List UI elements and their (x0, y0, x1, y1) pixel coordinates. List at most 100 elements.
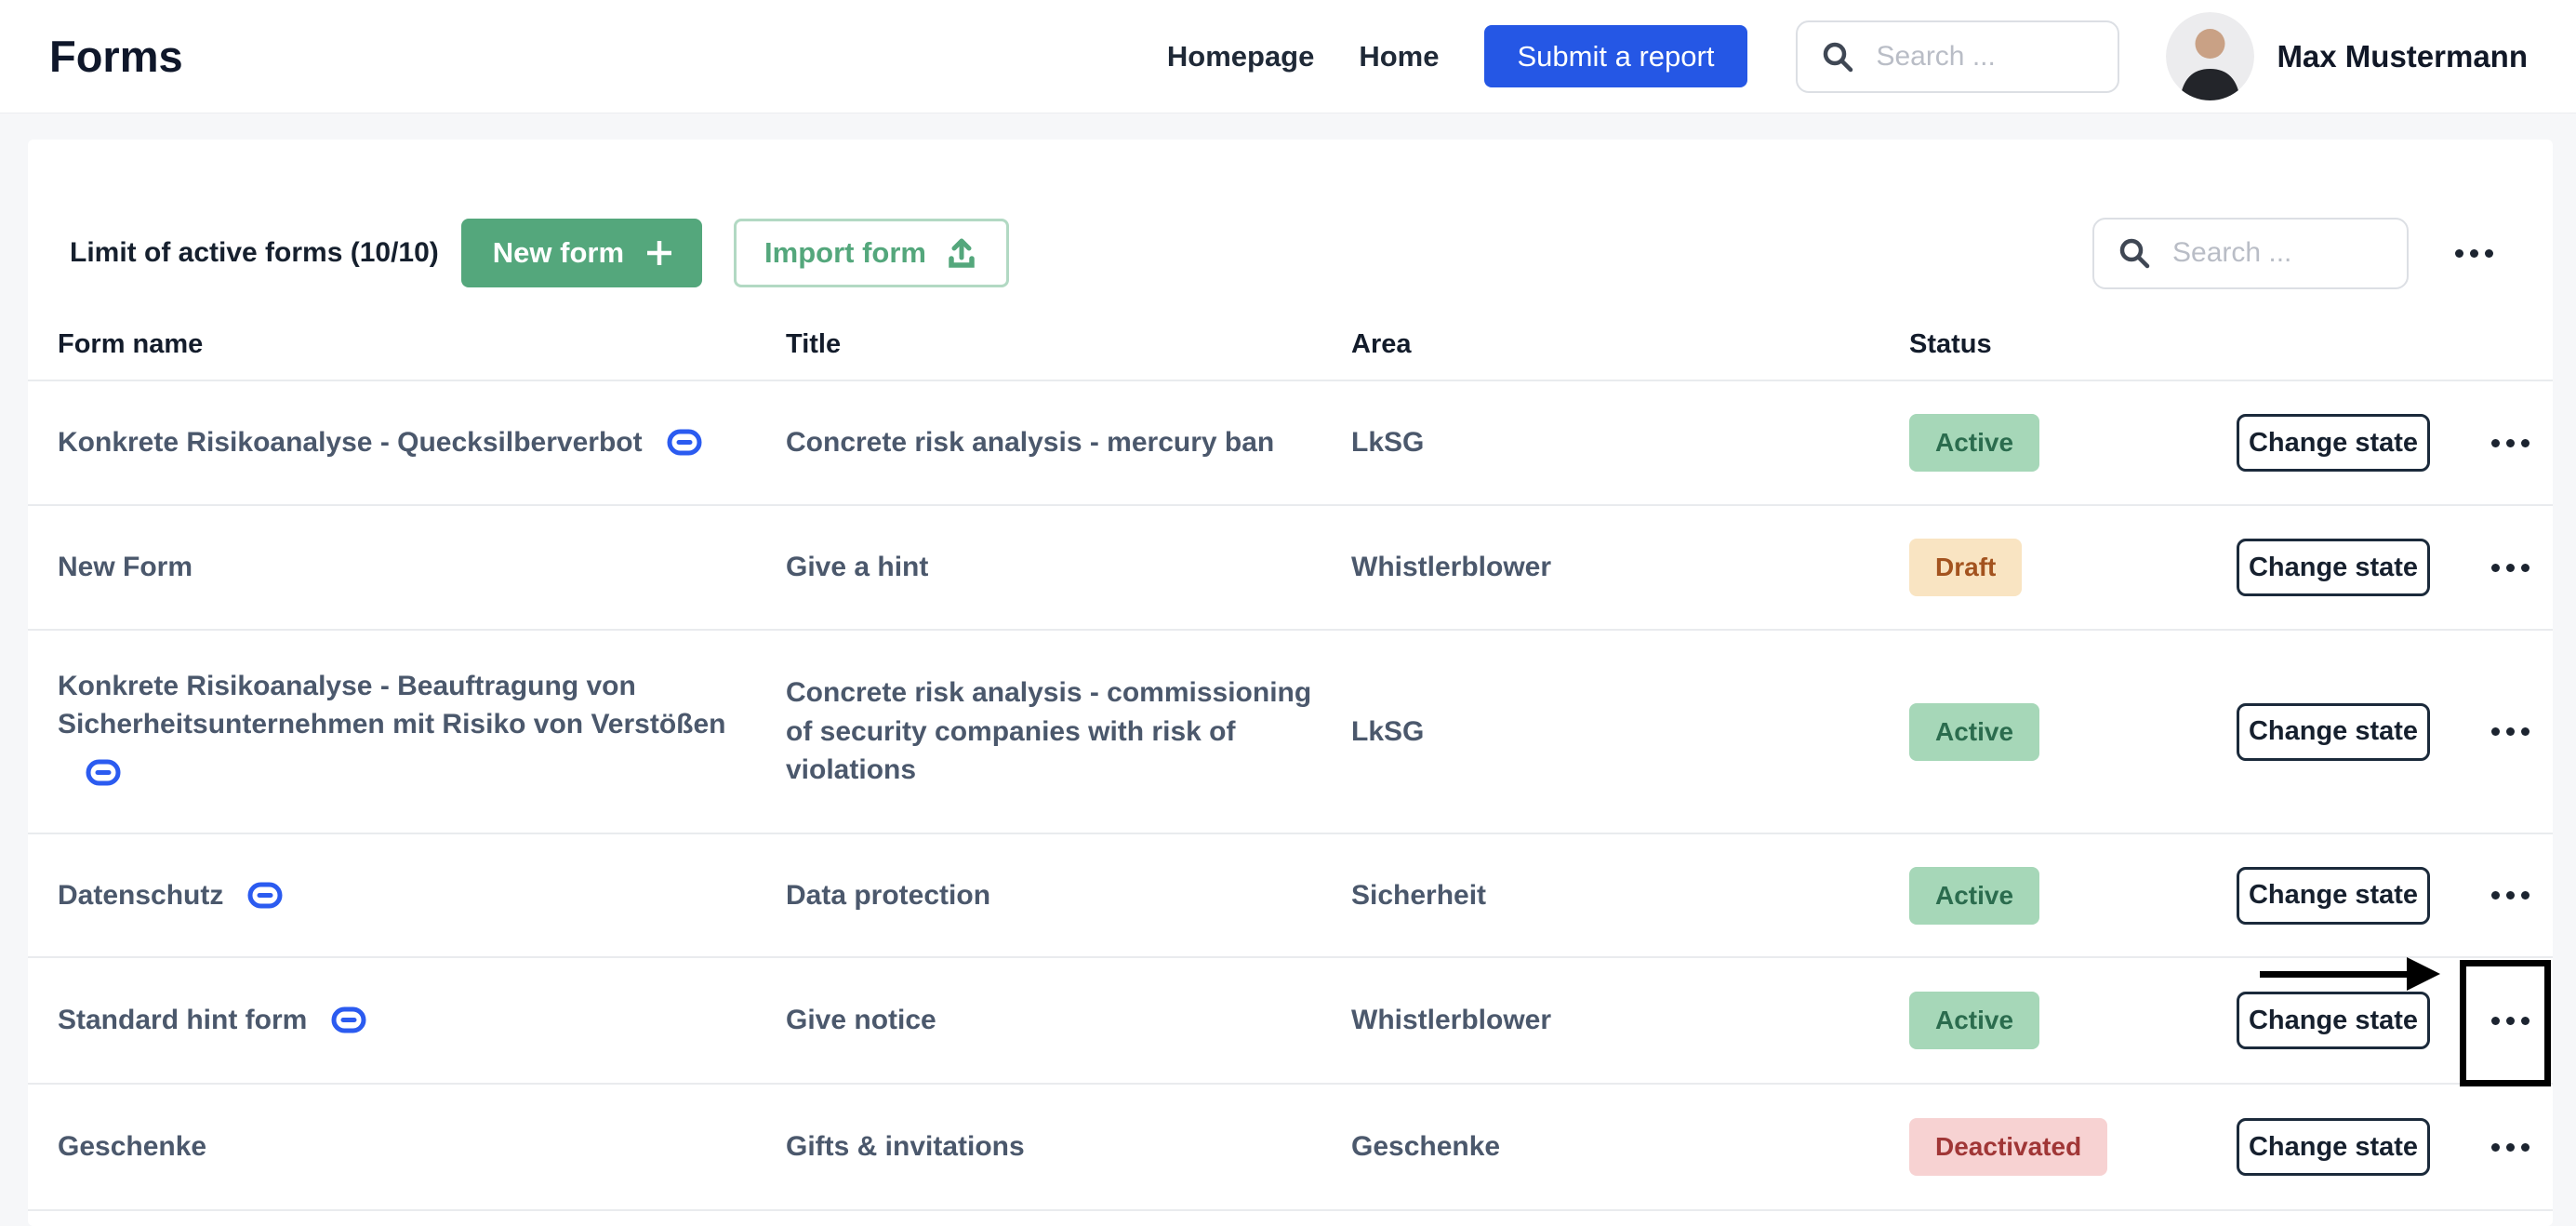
status-badge: Active (1909, 702, 2040, 761)
table-row: New Form Give a hint Whistlerblower Draf… (28, 506, 2553, 631)
status-badge: Active (1909, 866, 2040, 925)
status-badge: Active (1909, 992, 2040, 1049)
action-cell: Change state (2181, 414, 2446, 472)
row-menu-cell (2446, 1142, 2553, 1152)
table-row: Konkrete Risikoanalyse - Quecksilberverb… (28, 381, 2553, 506)
form-area: LkSG (1351, 427, 1425, 459)
form-name-cell: Konkrete Risikoanalyse - Quecksilberverb… (58, 423, 786, 461)
form-name-cell: Datenschutz (58, 876, 786, 914)
form-name: Konkrete Risikoanalyse - Quecksilberverb… (58, 427, 643, 459)
top-header: Forms Homepage Home Submit a report Max … (0, 0, 2576, 113)
form-name: Standard hint form (58, 1005, 308, 1036)
form-name-cell: Geschenke (58, 1127, 786, 1166)
status-cell: Active (1909, 702, 2181, 761)
nav-link-homepage[interactable]: Homepage (1166, 39, 1315, 73)
table-row: Datenschutz Data protection Sicherheit A… (28, 834, 2553, 958)
status-cell: Active (1909, 414, 2181, 472)
form-area: Geschenke (1351, 1131, 1501, 1163)
row-menu-cell (2446, 1016, 2553, 1025)
forms-card: Limit of active forms (10/10) New form I… (28, 140, 2553, 1226)
form-area: Whistlerblower (1351, 552, 1552, 583)
row-menu-cell (2446, 727, 2553, 736)
change-state-button[interactable]: Change state (2237, 1118, 2430, 1176)
annotation-arrow-line (2260, 971, 2409, 978)
row-menu-icon[interactable] (2489, 1016, 2533, 1025)
action-cell: Change state (2181, 1118, 2446, 1176)
column-header-area: Area (1351, 329, 1412, 359)
annotation-arrow-head (2407, 957, 2440, 991)
form-title: Give a hint (786, 552, 929, 583)
avatar[interactable] (2166, 12, 2255, 100)
table-header-row: Form name Title Area Status (28, 287, 2553, 381)
status-badge: Active (1909, 414, 2040, 472)
change-state-button[interactable]: Change state (2237, 992, 2430, 1049)
form-title: Gifts & invitations (786, 1131, 1025, 1163)
action-cell: Change state (2181, 702, 2446, 761)
form-name: Datenschutz (58, 879, 224, 911)
import-form-button[interactable]: Import form (734, 219, 1009, 287)
row-menu-icon[interactable] (2489, 438, 2533, 447)
table-menu-icon[interactable] (2451, 248, 2496, 258)
status-badge: Deactivated (1909, 1118, 2108, 1176)
search-icon (1824, 42, 1853, 72)
card-toolbar: Limit of active forms (10/10) New form I… (70, 140, 2502, 289)
submit-report-button[interactable]: Submit a report (1483, 25, 1748, 87)
status-cell: Draft (1909, 539, 2181, 596)
new-form-label: New form (492, 236, 625, 269)
row-menu-icon[interactable] (2489, 1142, 2533, 1152)
status-badge: Draft (1909, 539, 2023, 596)
form-title: Give notice (786, 1005, 936, 1036)
limit-label: Limit of active forms (10/10) (70, 237, 439, 268)
form-name-cell: Standard hint form (58, 1001, 786, 1039)
status-cell: Active (1909, 866, 2181, 925)
row-menu-icon[interactable] (2489, 727, 2533, 736)
form-area: LkSG (1351, 715, 1425, 747)
page-title: Forms (49, 32, 183, 81)
form-name-cell: New Form (58, 548, 786, 586)
column-header-form-name: Form name (58, 329, 204, 359)
change-state-button[interactable]: Change state (2237, 866, 2430, 925)
action-cell: Change state (2181, 866, 2446, 925)
form-area: Sicherheit (1351, 879, 1487, 911)
upload-icon (949, 238, 975, 268)
action-cell: Change state (2181, 539, 2446, 596)
nav-link-home[interactable]: Home (1359, 39, 1440, 73)
change-state-button[interactable]: Change state (2237, 539, 2430, 596)
form-area: Whistlerblower (1351, 1005, 1552, 1036)
plus-icon (647, 241, 672, 265)
row-menu-cell (2446, 563, 2553, 572)
action-cell: Change state (2181, 992, 2446, 1049)
row-menu-cell (2446, 438, 2553, 447)
annotation-highlight-box (2460, 960, 2551, 1086)
status-cell: Active (1909, 992, 2181, 1049)
change-state-button[interactable]: Change state (2237, 702, 2430, 761)
form-title: Data protection (786, 879, 991, 911)
row-menu-icon[interactable] (2489, 563, 2533, 572)
table-row: Konkrete Risikoanalyse - Beauftragung vo… (28, 631, 2553, 834)
table-search[interactable] (2092, 217, 2409, 289)
row-menu-cell (2446, 891, 2553, 900)
change-state-button[interactable]: Change state (2237, 414, 2430, 472)
form-name: Konkrete Risikoanalyse - Beauftragung vo… (58, 670, 726, 740)
table-search-input[interactable] (2171, 236, 2390, 270)
new-form-button[interactable]: New form (460, 219, 703, 287)
link-icon[interactable] (86, 759, 121, 786)
header-search[interactable] (1796, 20, 2120, 93)
form-title: Concrete risk analysis - commissioning o… (786, 677, 1312, 786)
header-right: Homepage Home Submit a report Max Muster… (1167, 12, 2528, 100)
form-title: Concrete risk analysis - mercury ban (786, 427, 1275, 459)
link-icon[interactable] (667, 429, 702, 456)
header-search-input[interactable] (1874, 39, 2102, 73)
table-row: Geschenke Gifts & invitations Geschenke … (28, 1085, 2553, 1211)
link-icon[interactable] (247, 882, 283, 909)
table-row: Standard hint form Give notice Whistlerb… (28, 958, 2553, 1085)
user-name[interactable]: Max Mustermann (2277, 38, 2528, 73)
link-icon[interactable] (331, 1006, 366, 1033)
form-name: Geschenke (58, 1131, 207, 1163)
column-header-title: Title (786, 329, 842, 359)
status-cell: Deactivated (1909, 1118, 2181, 1176)
import-form-label: Import form (764, 236, 926, 269)
form-name-cell: Konkrete Risikoanalyse - Beauftragung vo… (58, 667, 786, 796)
form-name: New Form (58, 552, 193, 583)
row-menu-icon[interactable] (2489, 891, 2533, 900)
